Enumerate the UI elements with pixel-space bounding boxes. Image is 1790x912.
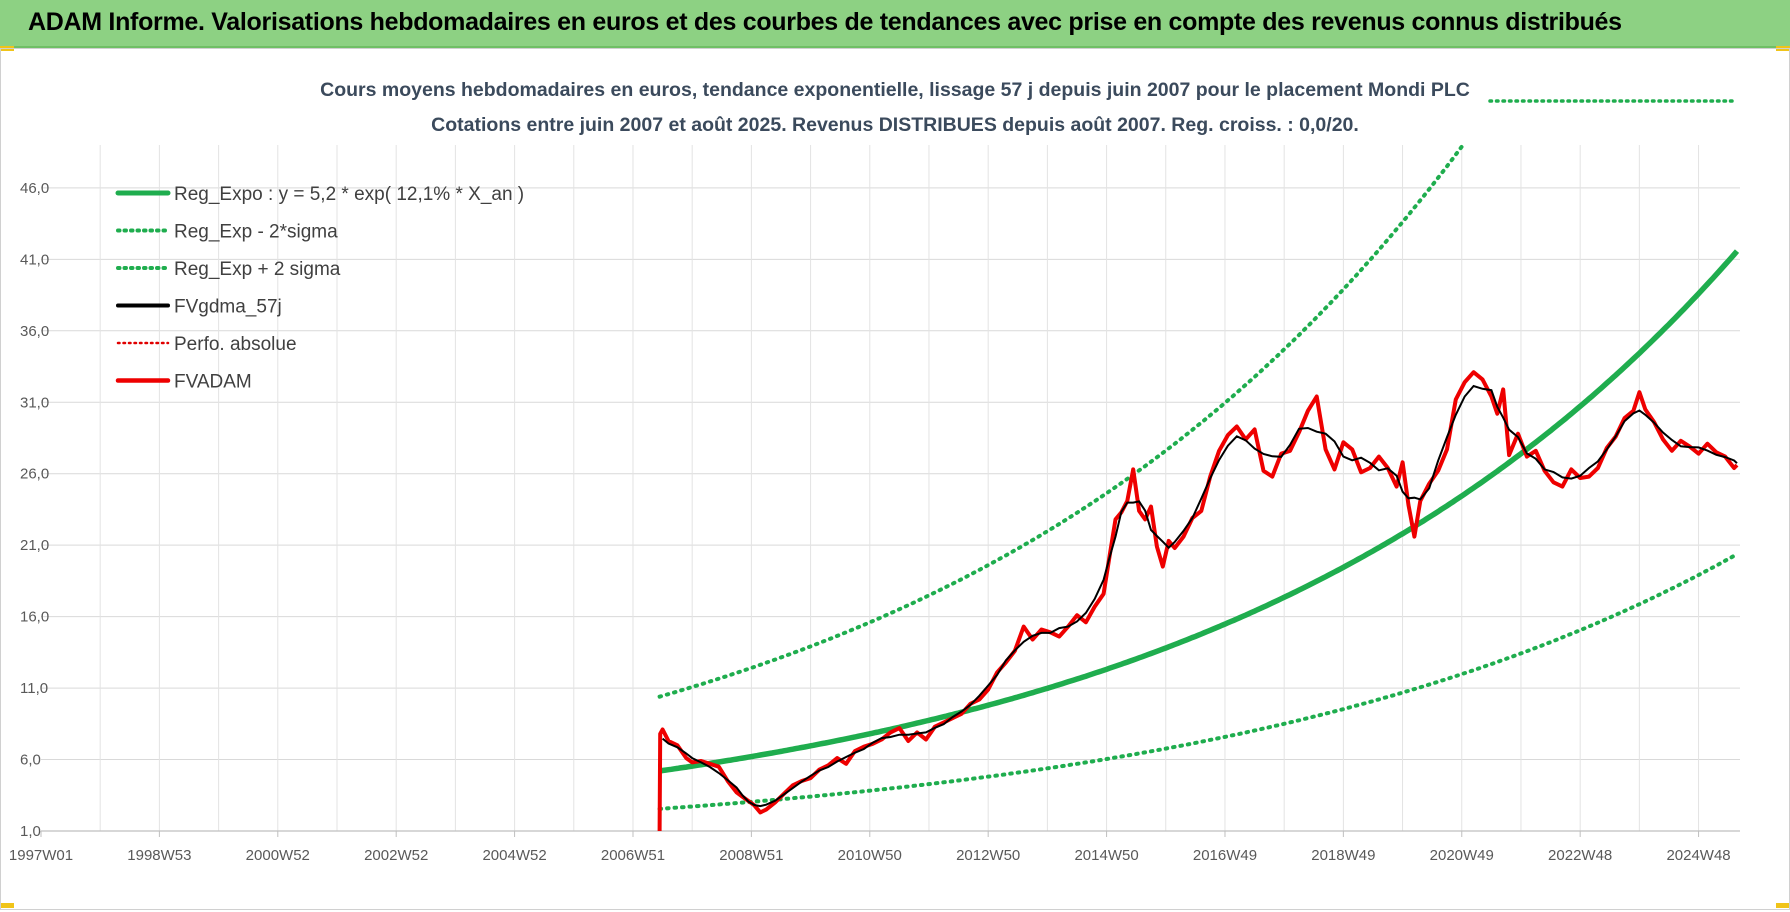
x-tick-label: 2018W49 [1311,847,1375,864]
legend-label: Reg_Exp - 2*sigma [174,222,338,243]
price-line [657,370,1739,832]
x-tick-label: 2014W50 [1074,847,1138,864]
x-tick-label: 2024W48 [1666,847,1730,864]
corner-marker [1776,903,1790,908]
x-tick-label: 2000W52 [246,847,310,864]
y-tick-label: 36,0 [20,323,49,340]
x-tick-label: 2002W52 [364,847,428,864]
x-tick-label: 2022W48 [1548,847,1612,864]
y-tick-label: 31,0 [20,394,49,411]
report-banner: ADAM Informe. Valorisations hebdomadaire… [0,0,1790,48]
y-tick-label: 21,0 [20,537,49,554]
x-tick-label: 2020W49 [1430,847,1494,864]
y-tick-label: 41,0 [20,251,49,268]
legend-label: Perfo. absolue [174,334,297,355]
legend: Reg_Expo : y = 5,2 * exp( 12,1% * X_an )… [115,184,524,393]
series-group [657,144,1740,832]
lower-band-line [657,552,1739,811]
corner-marker [0,903,14,908]
gridlines [41,145,1740,832]
x-tick-label: 2016W49 [1193,847,1257,864]
y-tick-label: 26,0 [20,466,49,483]
x-tick-label: 2010W50 [838,847,902,864]
y-tick-label: 46,0 [20,180,49,197]
y-tick-label: 6,0 [20,752,41,769]
report-title: ADAM Informe. Valorisations hebdomadaire… [28,8,1622,36]
legend-label: Reg_Exp + 2 sigma [174,259,341,280]
x-tick-label: 2004W52 [482,847,546,864]
upper-band-line [657,144,1464,699]
y-tick-label: 1,0 [20,823,41,840]
x-tick-label: 2008W51 [719,847,783,864]
chart-title: Cours moyens hebdomadaires en euros, ten… [320,79,1470,101]
y-axis-ticks: 1,0 6,0 11,0 16,0 21,0 26,0 31,0 36,0 41,0 46,0 [20,180,49,840]
smoothed-line [661,384,1738,808]
x-axis-ticks: 1997W01 1998W53 2000W52 2002W52 2004W52 2006W… [9,831,1731,864]
x-tick-label: 2006W51 [601,847,665,864]
chart-subtitle: Cotations entre juin 2007 et août 2025. … [431,114,1359,136]
y-tick-label: 11,0 [20,680,48,697]
x-tick-label: 1997W01 [9,847,73,864]
legend-label: FVADAM [174,372,252,393]
trend-line [659,249,1740,774]
legend-label: Reg_Expo : y = 5,2 * exp( 12,1% * X_an ) [174,184,524,205]
legend-label: FVgdma_57j [174,297,282,318]
x-tick-label: 1998W53 [127,847,191,864]
y-tick-label: 16,0 [20,609,49,626]
x-tick-label: 2012W50 [956,847,1020,864]
